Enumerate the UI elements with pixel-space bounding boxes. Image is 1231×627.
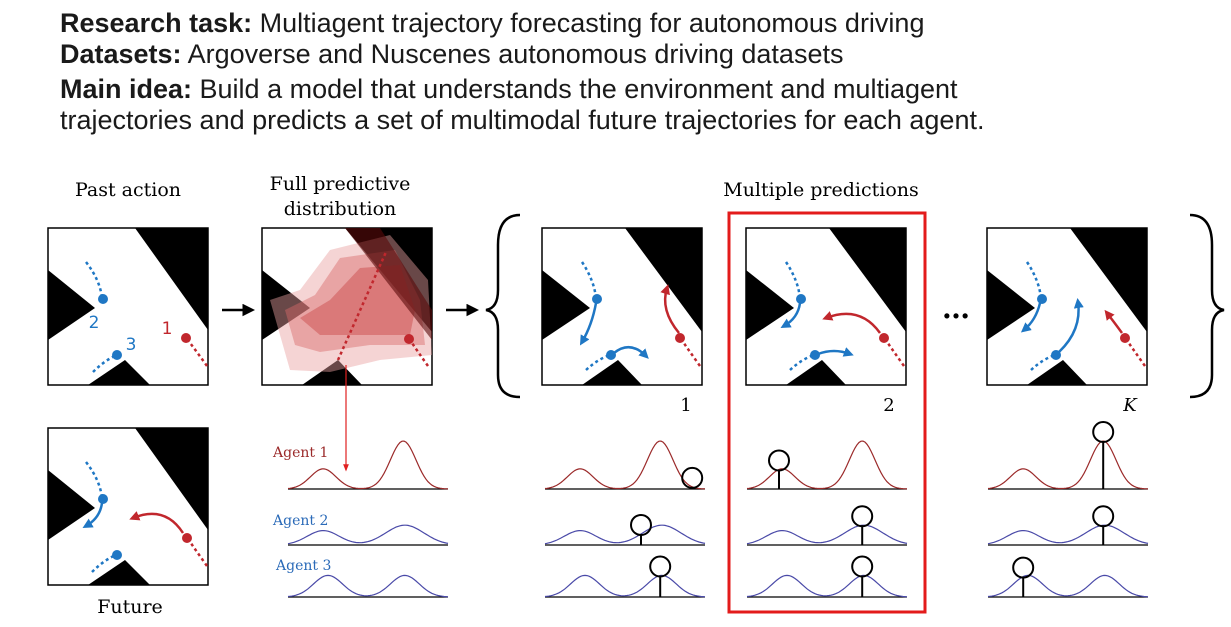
prediction-index-2: 2: [883, 395, 894, 416]
past-action-scene: 2 3 1: [47, 227, 209, 386]
sample-circle: [1092, 421, 1115, 443]
full-predictive-label-1: Full predictive: [270, 173, 411, 195]
distribution-curve: [287, 574, 449, 598]
prediction-scene-k: K: [986, 227, 1148, 416]
research-task-label: Research task:: [60, 8, 253, 38]
research-task-text: Multiagent trajectory forecasting for au…: [252, 8, 925, 38]
distribution-curve: [746, 440, 908, 490]
left-brace-icon: [485, 213, 521, 399]
future-label: Future: [97, 596, 163, 618]
sample-circle: [681, 466, 704, 489]
distribution-curve: [287, 524, 449, 545]
distribution-curve: [544, 440, 706, 490]
sample-circle: [630, 513, 652, 536]
distribution-curve: [746, 574, 908, 598]
distribution-curve: [544, 524, 706, 545]
distribution-curve: [544, 574, 706, 598]
sample-circle: [768, 449, 790, 472]
datasets-label: Datasets:: [60, 39, 182, 69]
sample-circle: [649, 555, 672, 578]
agent-number-3: 3: [126, 335, 137, 355]
distribution-curve: [746, 524, 908, 545]
distribution-curves: [287, 421, 1149, 598]
prediction-scene-2: 2: [745, 227, 907, 416]
distribution-curve: [987, 440, 1149, 490]
distribution-curve: [987, 574, 1149, 598]
prediction-index-1: 1: [680, 395, 691, 416]
sample-circle: [1092, 505, 1115, 528]
sample-circle: [1012, 556, 1035, 579]
agent-label-3: Agent 3: [275, 558, 331, 574]
datasets-line: Datasets: Argoverse and Nuscenes autonom…: [60, 39, 1220, 70]
full-predictive-label-2: distribution: [284, 198, 397, 220]
main-idea-text-1: Build a model that understands the envir…: [192, 74, 958, 104]
past-action-label: Past action: [75, 179, 181, 201]
full-distribution-scene: [261, 227, 433, 386]
distribution-curve: [987, 524, 1149, 545]
prediction-scene-1: 1: [541, 227, 703, 416]
main-idea-line-2: trajectories and predicts a set of multi…: [60, 105, 985, 135]
research-task-line: Research task: Multiagent trajectory for…: [60, 8, 1220, 39]
future-scene: [47, 427, 209, 586]
distribution-curve: [287, 440, 449, 490]
agent-label-1: Agent 1: [272, 445, 328, 461]
datasets-text: Argoverse and Nuscenes autonomous drivin…: [181, 39, 844, 69]
main-idea-line: Main idea: Build a model that understand…: [60, 74, 1220, 105]
main-idea-label: Main idea:: [60, 74, 193, 104]
prediction-index-k: K: [1122, 395, 1138, 416]
agent-label-2: Agent 2: [272, 513, 328, 529]
right-brace-icon: [1189, 213, 1225, 399]
agent-number-2: 2: [89, 313, 100, 333]
multiple-predictions-label: Multiple predictions: [723, 179, 919, 201]
header-text: Research task: Multiagent trajectory for…: [60, 8, 1220, 136]
ellipsis-text: …: [942, 292, 970, 325]
sample-circle: [851, 555, 874, 578]
highlight-box: [727, 211, 927, 614]
agent-number-1: 1: [162, 319, 173, 339]
sample-circle: [851, 505, 874, 528]
